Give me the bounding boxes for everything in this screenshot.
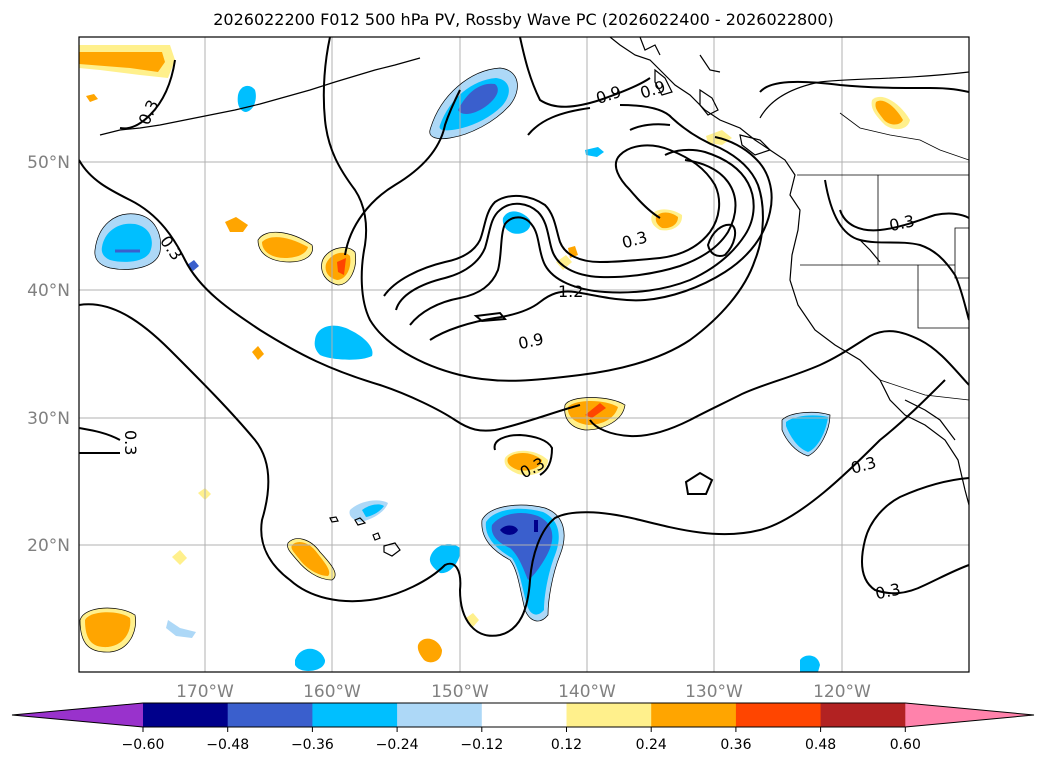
map-frame <box>78 36 970 673</box>
lat-label: 20°N <box>27 536 70 556</box>
lat-label: 40°N <box>27 281 70 301</box>
colorbar-tick-label: 0.48 <box>805 737 836 753</box>
colorbar-tick-label: 0.60 <box>890 737 921 753</box>
political-borders <box>797 112 969 401</box>
colorbar-segment <box>820 703 906 727</box>
colorbar-tick-label: −0.48 <box>206 737 249 753</box>
colorbar-tick-label: 0.12 <box>551 737 582 753</box>
contour-label: 0.9 <box>516 329 545 353</box>
lon-label: 140°W <box>558 682 616 702</box>
contour-label: 0.3 <box>887 211 916 235</box>
lon-label: 160°W <box>303 682 361 702</box>
longitude-labels: 170°W 160°W 150°W 140°W 130°W 120°W <box>176 682 871 702</box>
colorbar-segment <box>312 703 398 727</box>
lon-label: 120°W <box>813 682 871 702</box>
colorbar-segment <box>227 703 313 727</box>
map-panel: 0.3 0.9 0.9 0.3 1.2 0.9 0.3 0.3 0.3 0.3 … <box>79 37 969 672</box>
colorbar-segment <box>143 703 229 727</box>
lat-label: 30°N <box>27 409 70 429</box>
anomaly-outlines <box>79 67 831 653</box>
colorbar-tick-label: −0.24 <box>376 737 419 753</box>
graticule <box>79 37 969 672</box>
colorbar-segment <box>651 703 737 727</box>
colorbar-tick-label: −0.36 <box>291 737 334 753</box>
lon-label: 130°W <box>685 682 743 702</box>
colorbar-segment <box>735 703 822 727</box>
map-title: 2026022200 F012 500 hPa PV, Rossby Wave … <box>213 10 834 29</box>
colorbar: −0.60 −0.48 −0.36 −0.24 −0.12 0.12 0.24 0.36 0.4… <box>11 702 1035 753</box>
colorbar-segment <box>397 703 483 727</box>
colorbar-tick-label: −0.12 <box>460 737 503 753</box>
contour-label: 0.3 <box>874 579 903 603</box>
positive-anomaly-fills <box>79 45 910 663</box>
colorbar-segment <box>481 703 567 727</box>
colorbar-segment <box>566 703 652 727</box>
coastlines <box>99 37 969 557</box>
colorbar-tick-label: 0.24 <box>636 737 667 753</box>
lat-label: 50°N <box>27 153 70 173</box>
latitude-labels: 50°N 40°N 30°N 20°N <box>27 153 70 556</box>
colorbar-tick-label: 0.36 <box>720 737 751 753</box>
colorbar-extend-max <box>905 703 1034 727</box>
contour-label: 0.3 <box>121 430 140 455</box>
colorbar-extend-min <box>12 703 143 727</box>
lon-label: 150°W <box>431 682 489 702</box>
negative-anomaly-fills <box>94 68 830 672</box>
rossby-wave-contours <box>79 37 969 637</box>
lon-label: 170°W <box>176 682 234 702</box>
colorbar-tick-label: −0.60 <box>122 737 165 753</box>
contour-label: 1.2 <box>558 282 583 301</box>
